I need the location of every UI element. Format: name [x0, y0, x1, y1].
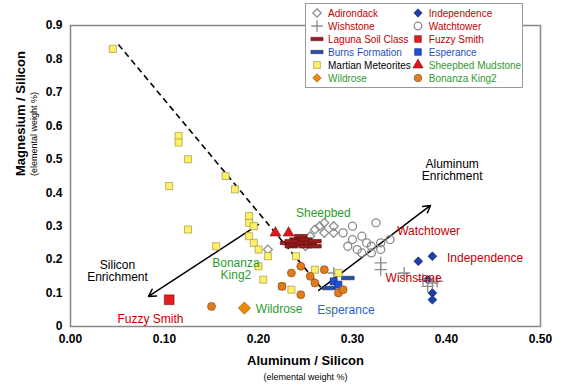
html-text:Wishstone: Wishstone	[328, 20, 375, 32]
svg-text:(elemental weight %): (elemental weight %)	[263, 372, 347, 382]
html-text:Sheepbed Mudstone: Sheepbed Mudstone	[428, 59, 522, 71]
html-text:Esperance: Esperance	[428, 46, 477, 58]
html-text:Adirondack: Adirondack	[328, 7, 378, 19]
html-text:Laguna Soil Class: Laguna Soil Class	[328, 33, 409, 45]
svg-text:0.50: 0.50	[529, 332, 553, 346]
svg-text:0.5: 0.5	[46, 152, 63, 166]
svg-text:Watchtower: Watchtower	[397, 224, 460, 238]
html-text:Independence: Independence	[428, 7, 493, 19]
svg-text:Magnesium / Silicon: Magnesium / Silicon	[13, 51, 28, 176]
svg-text:0.20: 0.20	[247, 332, 271, 346]
html-text:Burns Formation: Burns Formation	[328, 46, 402, 58]
html-text:Wildrose: Wildrose	[328, 72, 367, 84]
svg-text:(elemental weight %): (elemental weight %)	[29, 92, 39, 176]
svg-text:BonanzaKing2: BonanzaKing2	[212, 256, 260, 282]
svg-text:Aluminum / Silicon: Aluminum / Silicon	[247, 353, 364, 368]
svg-text:Wishstone: Wishstone	[386, 271, 442, 285]
svg-text:0.2: 0.2	[46, 252, 63, 266]
svg-text:0.40: 0.40	[435, 332, 459, 346]
svg-text:0.10: 0.10	[153, 332, 177, 346]
html-text:Fuzzy Smith: Fuzzy Smith	[428, 33, 484, 45]
svg-text:SiliconEnrichment: SiliconEnrichment	[87, 258, 148, 284]
svg-text:Sheepbed: Sheepbed	[296, 206, 351, 220]
svg-text:0.1: 0.1	[46, 286, 63, 300]
svg-text:0.3: 0.3	[46, 219, 63, 233]
svg-text:Wildrose: Wildrose	[256, 302, 303, 316]
svg-text:0.00: 0.00	[59, 332, 83, 346]
svg-text:Fuzzy Smith: Fuzzy Smith	[117, 312, 183, 326]
svg-text:0.30: 0.30	[341, 332, 365, 346]
html-text:Martian Meteorites: Martian Meteorites	[328, 59, 411, 71]
svg-text:0: 0	[56, 319, 63, 333]
svg-text:AluminumEnrichment: AluminumEnrichment	[422, 157, 483, 183]
svg-text:0.9: 0.9	[46, 18, 63, 32]
svg-text:0.8: 0.8	[46, 52, 63, 66]
svg-text:0.6: 0.6	[46, 119, 63, 133]
svg-text:Independence: Independence	[447, 251, 523, 265]
html-text:Bonanza King2: Bonanza King2	[428, 72, 497, 84]
svg-text:Esperance: Esperance	[317, 303, 375, 317]
svg-text:0.7: 0.7	[46, 85, 63, 99]
svg-text:0.4: 0.4	[46, 186, 63, 200]
html-text:Watchtower: Watchtower	[428, 20, 482, 32]
